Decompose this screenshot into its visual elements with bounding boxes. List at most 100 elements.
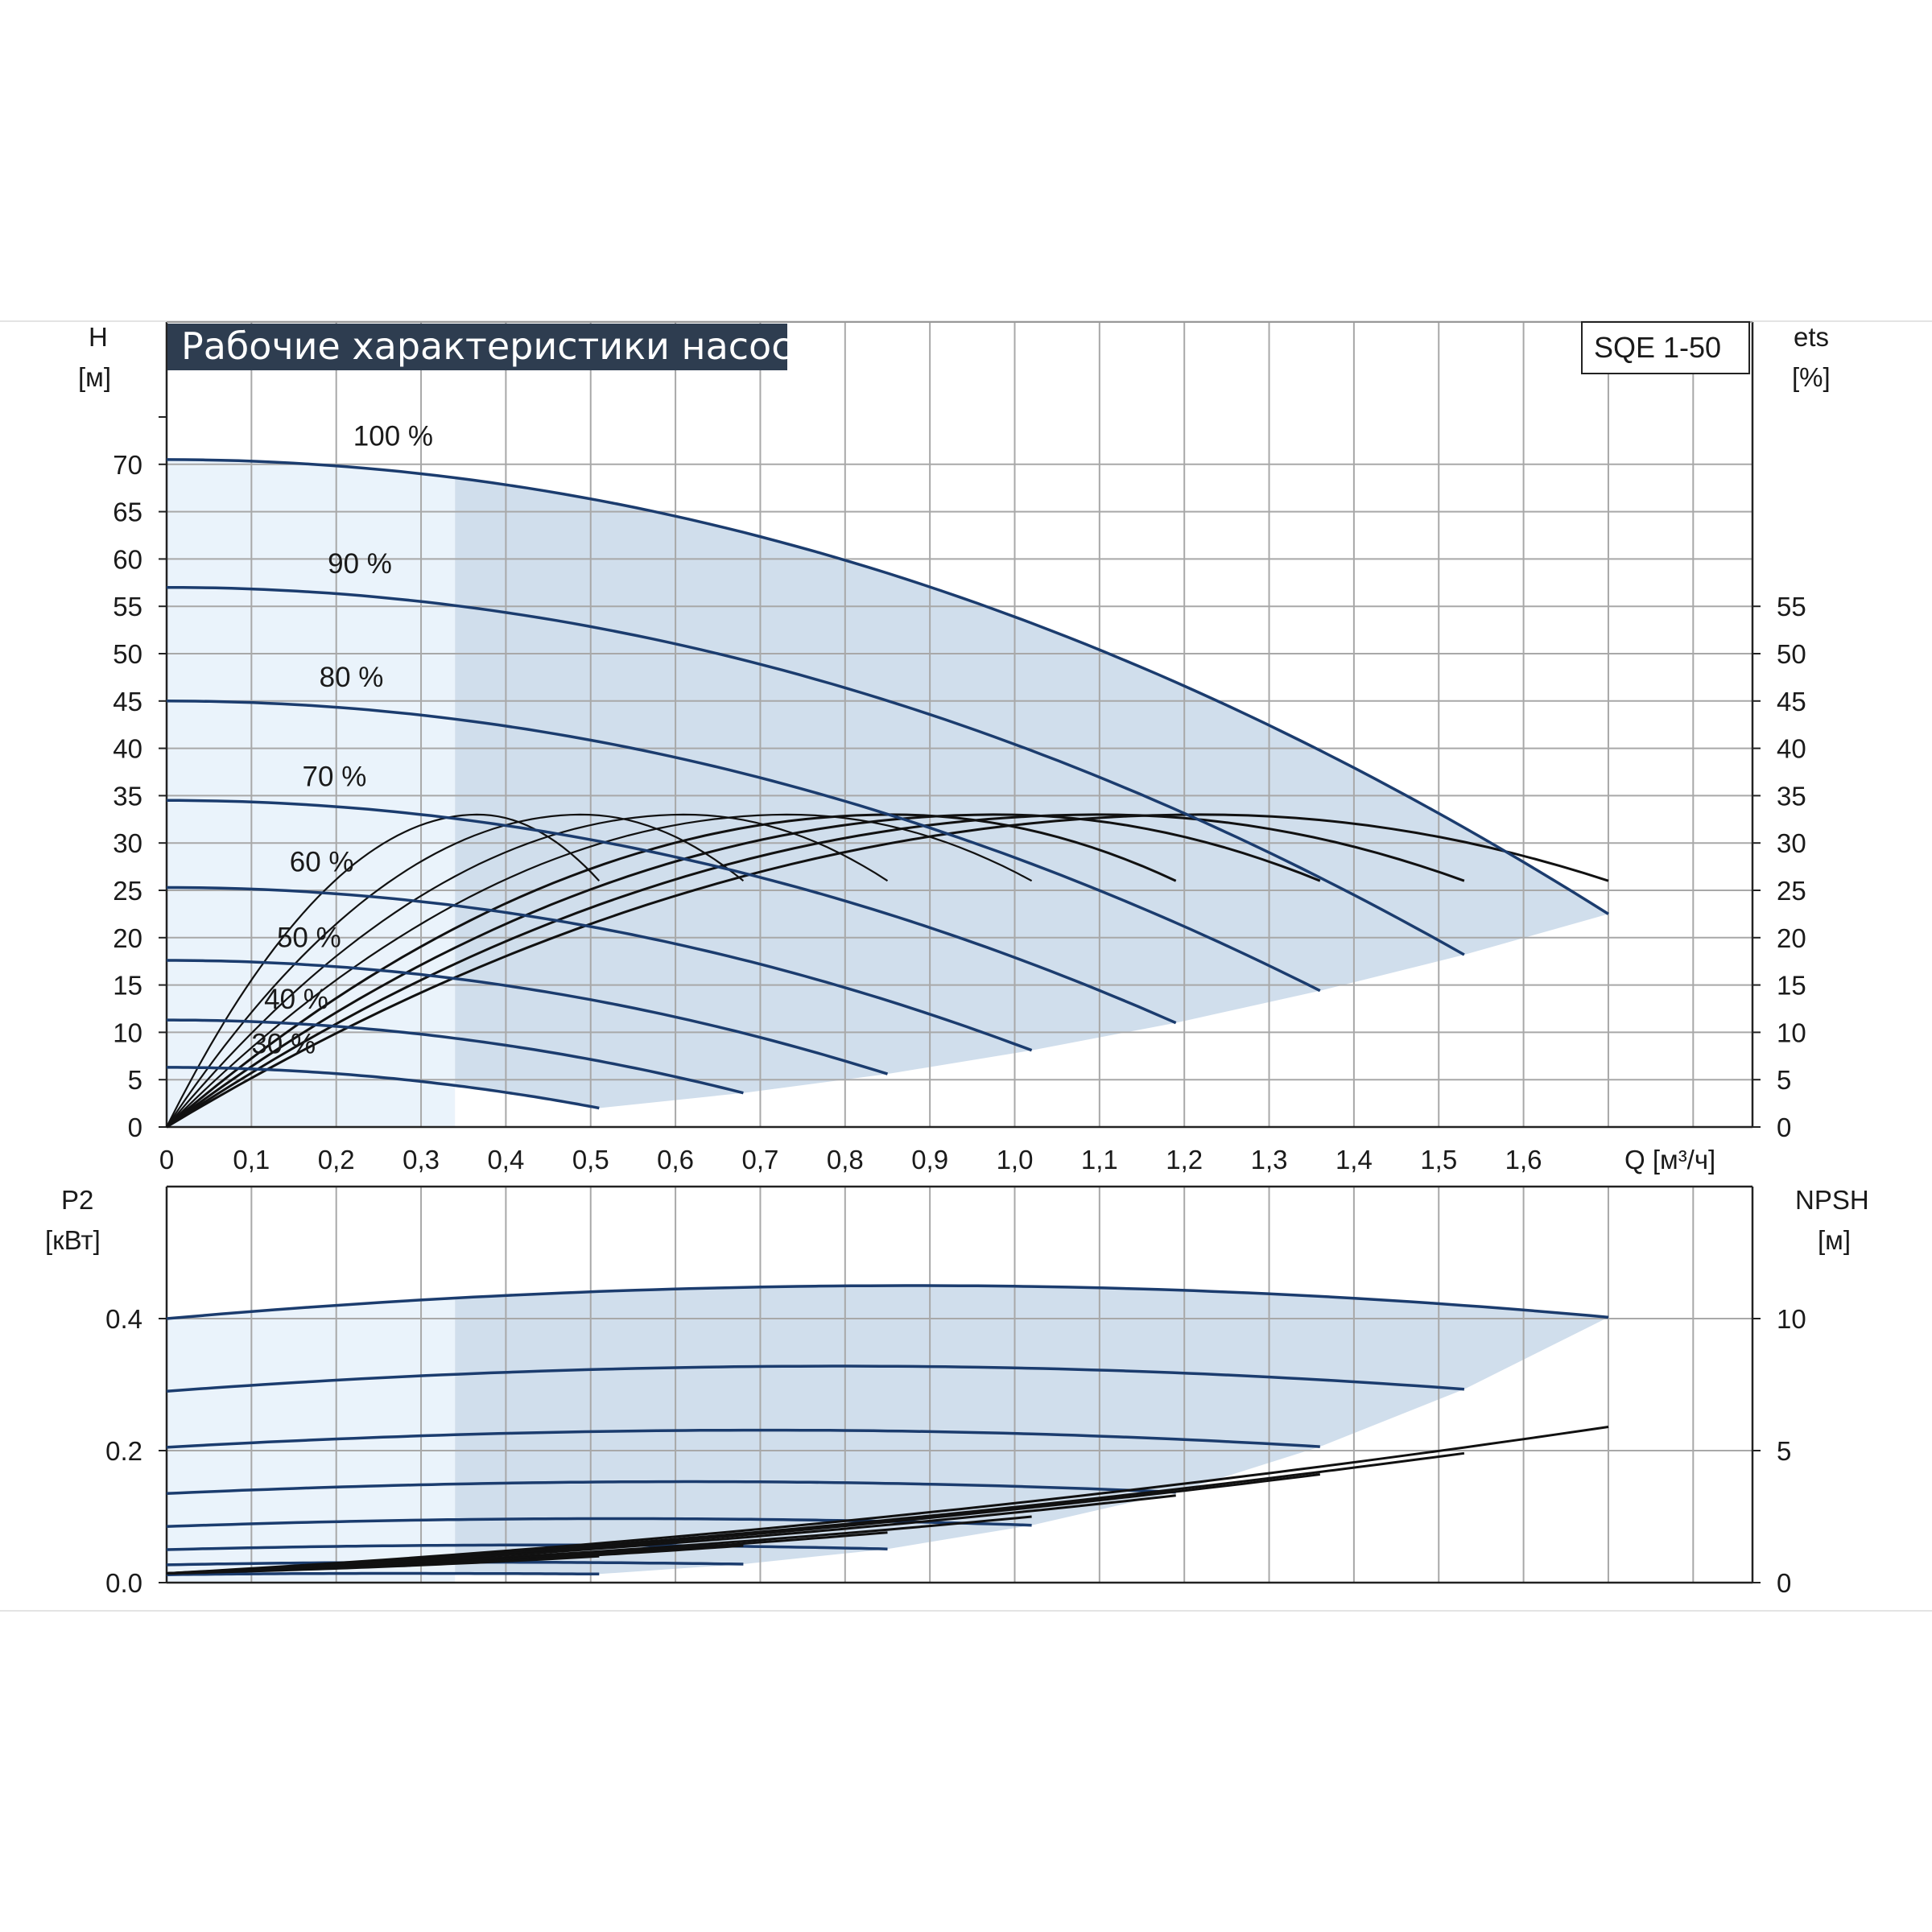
head-curve: [166, 585, 1465, 956]
y-tick-label: 55: [113, 592, 142, 621]
x-tick-label: 1,4: [1335, 1145, 1373, 1174]
speed-percent-label: 100 %: [353, 420, 433, 452]
y-tick-label: 70: [113, 450, 142, 480]
y-tick-label: 0: [128, 1113, 142, 1142]
y-tick-label: 10: [113, 1018, 142, 1047]
y-tick-label: 25: [113, 876, 142, 906]
y-axis-name: H: [89, 322, 108, 352]
speed-percent-label: 30 %: [251, 1028, 316, 1059]
npsh-tick-label: 10: [1777, 1304, 1806, 1334]
head-curve: [167, 886, 1033, 1052]
x-tick-label: 0,5: [572, 1145, 609, 1174]
x-tick-label: 1,5: [1420, 1145, 1457, 1174]
y2-axis-name: ets: [1794, 322, 1829, 352]
power-curve: [166, 1428, 1320, 1449]
x-tick-label: 1,6: [1505, 1145, 1542, 1174]
p2-axis-unit: [кВт]: [45, 1225, 101, 1255]
head-curves: 100 % 90 % 80 % 70 % 60 % 50 % 40 % 30 %: [166, 420, 1609, 1110]
y-tick-label: 20: [113, 923, 142, 953]
efficiency-curve: [166, 813, 1609, 1129]
speed-percent-label: 70 %: [303, 762, 367, 793]
dark-shaded-region: [455, 1286, 1609, 1575]
p2-axis-name: P2: [61, 1185, 93, 1215]
head-efficiency-plot: 0 5 10 15 20 25 30 35 40 45 50 55 60 65 70 0 5 10 15 20 25 30…: [113, 321, 1806, 1174]
y2-axis-unit: [%]: [1792, 362, 1831, 392]
dark-shaded-region: [455, 477, 1609, 1108]
y-tick-label: 5: [128, 1065, 142, 1095]
npsh-axis-name: NPSH: [1795, 1185, 1869, 1215]
efficiency-curve: [166, 813, 1465, 1129]
speed-percent-label: 60 %: [290, 846, 354, 877]
y2-tick-label: 45: [1777, 687, 1806, 716]
y2-tick-label: 10: [1777, 1018, 1806, 1047]
y-tick-label: 50: [113, 639, 142, 669]
x-tick-label: 0: [159, 1145, 174, 1174]
head-curve: [167, 959, 889, 1075]
power-curve: [166, 1571, 600, 1576]
y2-tick-label: 35: [1777, 781, 1806, 811]
model-box: SQE 1-50: [1581, 321, 1750, 374]
speed-percent-label: 90 %: [328, 548, 392, 580]
x-tick-label: 0,9: [911, 1145, 948, 1174]
power-curve: [166, 1480, 1176, 1496]
x-tick-label: 1,0: [997, 1145, 1034, 1174]
y-tick-label: 45: [113, 687, 142, 716]
head-curve: [167, 799, 1177, 1025]
y-tick-label: 30: [113, 828, 142, 858]
y2-tick-label: 30: [1777, 828, 1806, 858]
chart-title: Рабочие характеристики насоса: [181, 324, 815, 368]
x-tick-label: 0,1: [233, 1145, 270, 1174]
y-tick-label: 40: [113, 734, 142, 764]
efficiency-curve: [166, 813, 1033, 1128]
npsh-tick-label: 0: [1777, 1568, 1791, 1598]
efficiency-curve: [166, 813, 889, 1128]
x-tick-label: 1,3: [1251, 1145, 1288, 1174]
npsh-curve: [166, 1554, 600, 1575]
y2-tick-label: 40: [1777, 734, 1806, 764]
model-label: SQE 1-50: [1594, 331, 1721, 364]
x-tick-label: 0,4: [487, 1145, 524, 1174]
p2-tick-label: 0.2: [105, 1436, 142, 1466]
x-tick-label: 1,2: [1166, 1145, 1203, 1174]
npsh-curves: [166, 1426, 1609, 1575]
p2-tick-label: 0.0: [105, 1568, 142, 1598]
y2-tick-label: 5: [1777, 1065, 1791, 1095]
head-curve: [167, 1066, 600, 1110]
efficiency-curves: [166, 813, 1609, 1129]
y-tick-label: 15: [113, 971, 142, 1001]
efficiency-curve: [166, 813, 745, 1128]
speed-percent-label: 40 %: [264, 984, 328, 1015]
top-grid: [167, 322, 1752, 1127]
npsh-tick-label: 5: [1777, 1436, 1791, 1466]
x-tick-label: 0,6: [657, 1145, 694, 1174]
y2-tick-label: 20: [1777, 923, 1806, 953]
x-tick-label: 0,7: [742, 1145, 779, 1174]
x-tick-label: 1,1: [1081, 1145, 1118, 1174]
y-tick-label: 65: [113, 497, 142, 527]
y2-tick-label: 15: [1777, 971, 1806, 1001]
efficiency-curve: [166, 813, 601, 1128]
title-box: Рабочие характеристики насоса: [167, 324, 815, 370]
head-curve: [167, 1018, 744, 1095]
head-curve: [166, 700, 1321, 993]
y2-tick-label: 0: [1777, 1113, 1791, 1142]
power-curve: [166, 1543, 888, 1551]
power-curve: [166, 1364, 1465, 1393]
y-axis-unit: [м]: [78, 362, 111, 392]
speed-percent-label: 80 %: [320, 662, 384, 693]
y2-tick-label: 50: [1777, 639, 1806, 669]
y2-tick-label: 55: [1777, 592, 1806, 621]
head-curve: [166, 458, 1609, 915]
x-tick-label: 0,8: [827, 1145, 864, 1174]
speed-percent-label: 50 %: [277, 923, 341, 954]
power-curve: [166, 1284, 1609, 1320]
x-tick-label: 0,2: [318, 1145, 355, 1174]
x-axis-label: Q [м³/ч]: [1624, 1145, 1715, 1174]
npsh-axis-unit: [м]: [1818, 1225, 1851, 1255]
power-npsh-plot: 0.0 0.2 0.4 0 5 10: [105, 1185, 1806, 1598]
x-tick-label: 0,3: [402, 1145, 440, 1174]
y2-tick-label: 25: [1777, 876, 1806, 906]
y-tick-label: 60: [113, 544, 142, 574]
y-tick-label: 35: [113, 781, 142, 811]
